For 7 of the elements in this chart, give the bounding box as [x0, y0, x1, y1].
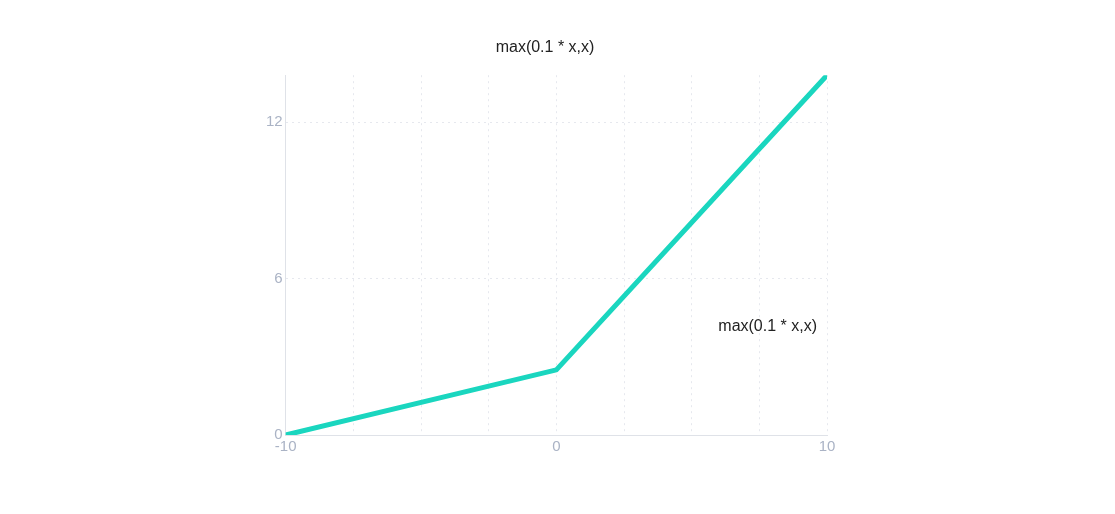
- chart-title: max(0.1 * x,x): [495, 38, 595, 56]
- y-tick-label: 12: [266, 112, 283, 130]
- x-tick-label: 10: [818, 437, 836, 455]
- x-tick-label: 0: [552, 437, 561, 455]
- y-tick-label: 6: [274, 268, 283, 286]
- text: max(0.1 * x,x): [718, 317, 817, 335]
- y-tick-label: 0: [274, 425, 283, 443]
